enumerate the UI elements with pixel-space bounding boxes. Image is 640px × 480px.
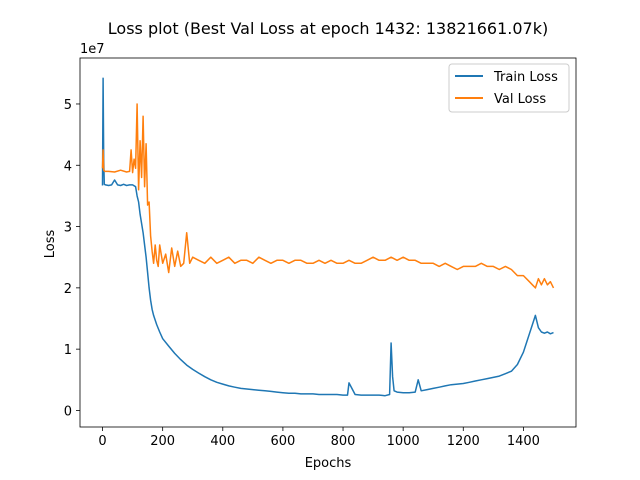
y-axis-scale-label: 1e7: [80, 42, 105, 57]
y-tick-label: 0: [64, 404, 72, 419]
y-tick-label: 2: [64, 282, 72, 297]
x-tick-label: 800: [331, 434, 356, 449]
x-tick-label: 0: [98, 434, 106, 449]
x-tick-label: 400: [210, 434, 235, 449]
chart-title: Loss plot (Best Val Loss at epoch 1432: …: [108, 19, 548, 38]
x-tick-label: 1400: [507, 434, 540, 449]
x-tick-label: 600: [270, 434, 295, 449]
y-tick-label: 4: [64, 159, 72, 174]
legend-label-val-loss: Val Loss: [494, 92, 546, 107]
x-axis-ticks: 0 200 400 600 800 1000 1200 1400: [98, 427, 540, 449]
y-tick-label: 5: [64, 98, 72, 113]
y-axis-ticks: 0 1 2 3 4 5: [64, 98, 80, 419]
legend-label-train-loss: Train Loss: [493, 70, 558, 85]
y-tick-label: 3: [64, 221, 72, 236]
x-tick-label: 1000: [387, 434, 420, 449]
x-tick-label: 1200: [447, 434, 480, 449]
x-tick-label: 200: [150, 434, 175, 449]
series-layer: [101, 77, 555, 397]
series-line-val-loss: [101, 103, 555, 289]
y-axis-label: Loss: [43, 230, 58, 259]
x-axis-label: Epochs: [305, 456, 352, 471]
plot-frame: [79, 57, 577, 428]
series-line-train-loss: [101, 77, 554, 397]
y-tick-label: 1: [64, 343, 72, 358]
legend: Train Loss Val Loss: [448, 63, 570, 113]
